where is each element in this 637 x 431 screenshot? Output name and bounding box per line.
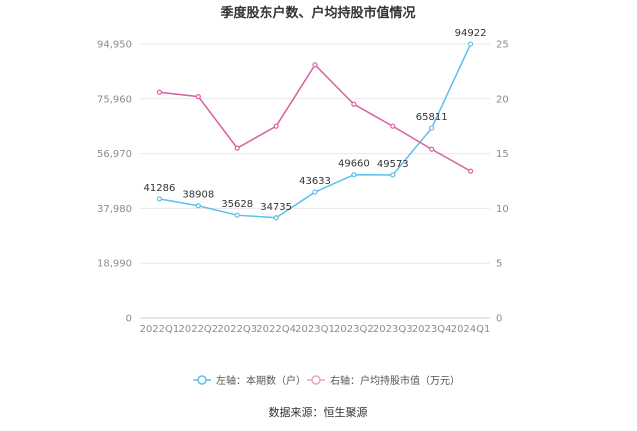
x-tick-label: 2023Q4 — [412, 324, 452, 335]
data-point — [351, 101, 357, 107]
data-point — [467, 168, 474, 174]
legend-label-households: 左轴：本期数（户） — [216, 374, 306, 387]
legend: 左轴：本期数（户） 右轴：户均持股市值（万元） — [193, 374, 460, 387]
data-point — [156, 196, 163, 202]
right-axis-ticks: 0 5 10 15 20 25 — [496, 40, 509, 325]
x-tick-label: 2023Q2 — [334, 324, 374, 335]
data-point — [429, 125, 435, 131]
data-point — [429, 146, 435, 152]
legend-label-avg-value: 右轴：户均持股市值（万元） — [330, 374, 460, 387]
data-point — [467, 41, 474, 47]
data-label: 94922 — [455, 28, 487, 39]
data-point — [234, 145, 240, 151]
series-layer: 41286 38908 35628 34735 43633 49660 49573 65811… — [144, 28, 487, 221]
x-tick-label: 2022Q1 — [140, 324, 180, 335]
chart-title: 季度股东户数、户均持股市值情况 — [219, 5, 415, 21]
right-tick-label: 20 — [496, 94, 509, 105]
left-tick-label: 75,960 — [97, 94, 132, 105]
data-point — [312, 189, 318, 195]
left-tick-label: 18,990 — [97, 259, 132, 270]
data-label: 38908 — [182, 190, 214, 201]
right-tick-label: 10 — [496, 204, 509, 215]
data-point — [390, 172, 396, 178]
series-households: 41286 38908 35628 34735 43633 49660 49573 65811… — [144, 28, 487, 221]
left-tick-label: 0 — [126, 314, 132, 325]
data-point — [195, 203, 201, 209]
source-note: 数据来源：恒生聚源 — [269, 405, 368, 419]
data-label: 41286 — [144, 183, 176, 194]
data-label: 34735 — [260, 202, 292, 213]
left-tick-label: 94,950 — [97, 40, 132, 51]
data-point — [390, 123, 396, 129]
data-point — [156, 89, 163, 95]
data-point — [351, 172, 357, 178]
data-label: 35628 — [221, 199, 253, 210]
data-point — [273, 215, 279, 221]
x-tick-label: 2022Q3 — [217, 324, 257, 335]
left-axis-ticks: 0 18,990 37,980 56,970 75,960 94,950 — [97, 40, 132, 325]
legend-item-avg-value[interactable]: 右轴：户均持股市值（万元） — [307, 374, 460, 387]
data-label: 65811 — [416, 112, 448, 123]
right-tick-label: 15 — [496, 149, 509, 160]
data-label: 49660 — [338, 159, 370, 170]
x-tick-label: 2023Q3 — [373, 324, 413, 335]
right-tick-label: 5 — [496, 259, 502, 270]
x-tick-label: 2022Q4 — [256, 324, 296, 335]
right-tick-label: 0 — [496, 314, 502, 325]
left-tick-label: 56,970 — [97, 149, 132, 160]
right-tick-label: 25 — [496, 40, 509, 51]
data-point — [195, 94, 201, 100]
data-label: 43633 — [299, 176, 331, 187]
data-point — [234, 212, 240, 218]
x-axis-ticks: 2022Q1 2022Q2 2022Q3 2022Q4 2023Q1 2023Q2 2023… — [140, 324, 491, 335]
data-point — [273, 123, 279, 129]
data-point — [312, 62, 318, 68]
series-avg-value — [156, 62, 474, 174]
data-label: 49573 — [377, 159, 409, 170]
legend-item-households[interactable]: 左轴：本期数（户） — [193, 374, 306, 387]
left-tick-label: 37,980 — [97, 204, 132, 215]
x-tick-label: 2024Q1 — [451, 324, 491, 335]
x-tick-label: 2022Q2 — [178, 324, 218, 335]
x-tick-label: 2023Q1 — [295, 324, 335, 335]
